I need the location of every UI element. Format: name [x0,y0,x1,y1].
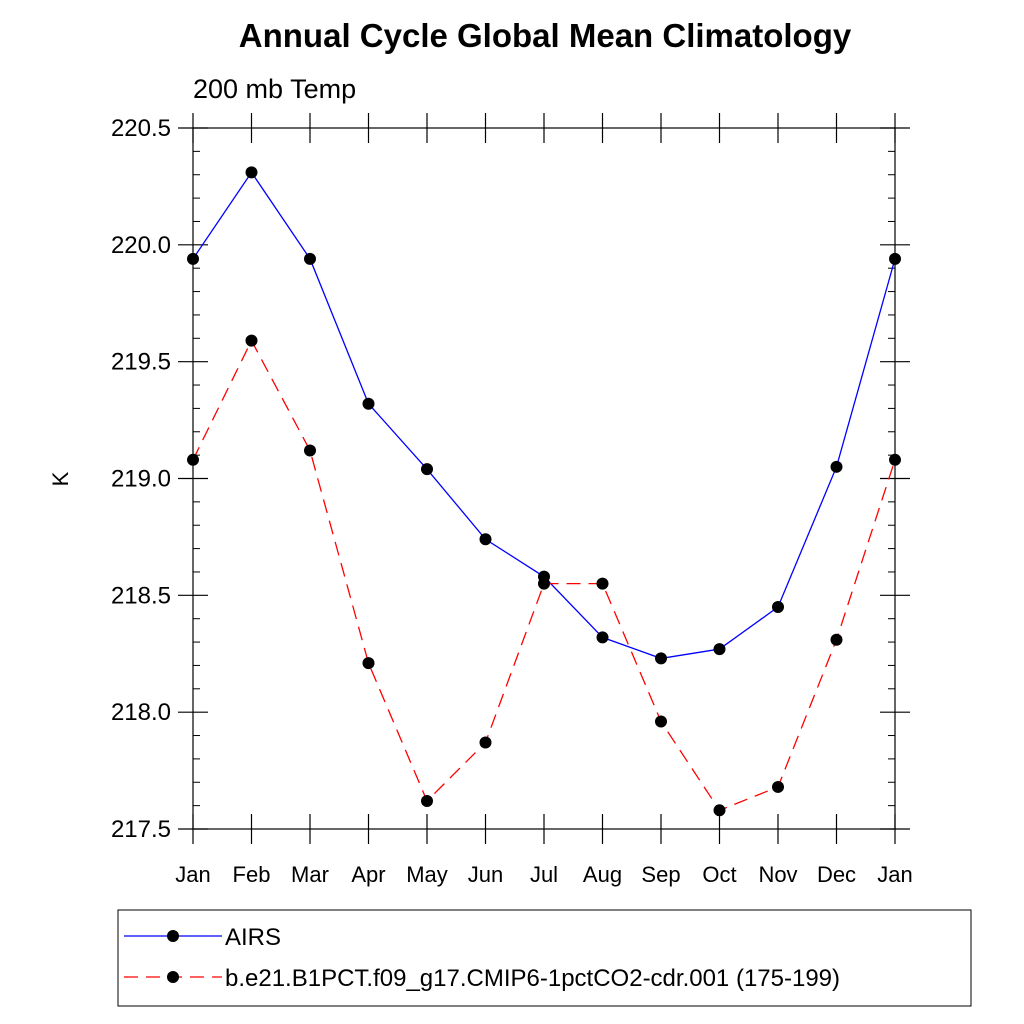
data-point [362,397,375,410]
legend-marker [167,971,179,983]
x-tick-label: Jan [175,862,210,887]
series-2 [187,334,901,817]
x-tick-label: Jun [468,862,503,887]
y-tick-label: 219.0 [111,466,171,493]
data-point [421,794,433,807]
y-tick-label: 217.5 [111,816,171,843]
x-tick-label: Mar [291,862,329,887]
data-point [362,657,375,670]
data-point [713,643,726,656]
legend-marker [167,930,179,942]
y-tick-label: 219.5 [111,349,171,376]
data-point [713,804,726,817]
data-point [245,166,258,179]
y-axis-label: K [48,471,73,486]
x-tick-label: Apr [351,862,385,887]
data-point [187,252,199,265]
data-point [655,715,667,728]
legend-label: b.e21.B1PCT.f09_g17.CMIP6-1pctCO2-cdr.00… [225,965,840,992]
x-tick-label: Jan [877,862,912,887]
plot-frame [192,127,896,830]
data-point [304,444,316,457]
data-point [772,780,784,793]
x-tick-label: Oct [702,862,736,887]
y-tick-label: 220.0 [111,232,171,259]
data-point [889,453,901,466]
chart-title: Annual Cycle Global Mean Climatology [239,17,852,54]
data-point [830,633,843,646]
y-tick-label: 218.5 [111,582,171,609]
y-tick-label: 220.5 [111,115,171,142]
x-tick-label: May [406,862,448,887]
x-tick-label: Dec [817,862,856,887]
data-point [596,577,609,590]
data-point [245,334,258,347]
series-layer [187,166,901,817]
data-point [596,631,609,644]
data-point [889,252,901,265]
data-point [479,736,492,749]
legend: AIRS b.e21.B1PCT.f09_g17.CMIP6-1pctCO2-cd… [117,909,972,1007]
y-tick-label: 218.0 [111,699,171,726]
series-1 [187,166,901,665]
chart-subtitle: 200 mb Temp [193,74,356,104]
data-point [655,652,667,665]
legend-label: AIRS [225,924,281,951]
data-point [421,463,433,476]
data-point [772,601,784,614]
data-point [538,577,550,590]
x-tick-label: Jul [530,862,558,887]
data-point [830,460,843,473]
x-tick-label: Nov [758,862,797,887]
x-tick-label: Feb [233,862,271,887]
data-point [187,453,199,466]
data-point [479,533,492,546]
data-point [304,252,316,265]
x-tick-label: Aug [583,862,622,887]
x-tick-label: Sep [641,862,680,887]
legend-box [117,909,972,1007]
